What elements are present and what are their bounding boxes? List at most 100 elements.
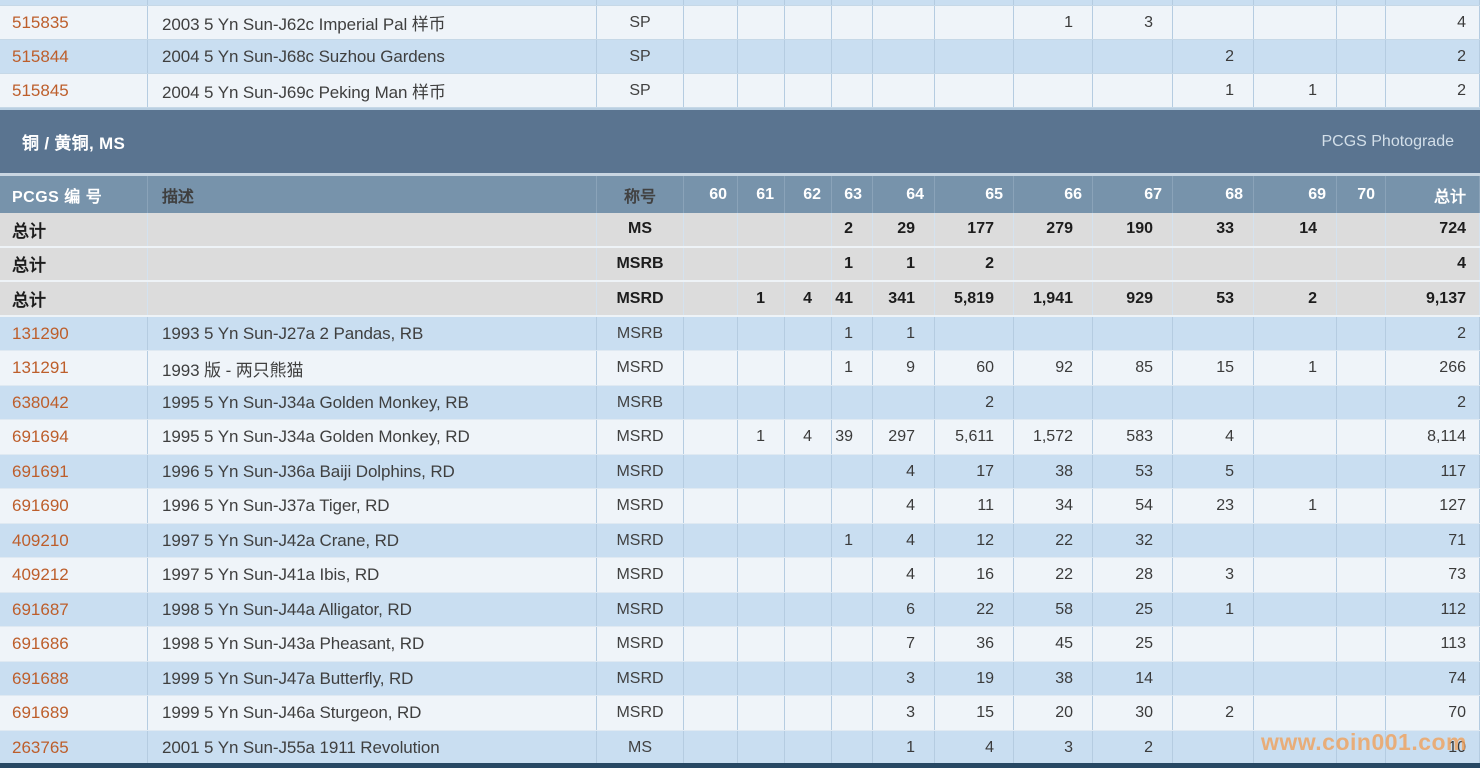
- pcgs-number-link[interactable]: 638042: [0, 385, 148, 420]
- pcgs-number-link[interactable]: 691687: [0, 592, 148, 627]
- col-header-grade-68: 68: [1173, 176, 1254, 213]
- designation-cell: SP: [597, 74, 684, 107]
- grade-60-count: [684, 40, 738, 73]
- grade-70-count: [1337, 247, 1386, 281]
- grade-61-count: [738, 6, 785, 39]
- grade-68-count: 2: [1173, 696, 1254, 730]
- photograde-link[interactable]: PCGS Photograde: [1321, 132, 1454, 150]
- grade-65-count: 15: [935, 696, 1014, 730]
- grade-65-count: 5,611: [935, 420, 1014, 454]
- description-cell: 1995 5 Yn Sun-J34a Golden Monkey, RB: [148, 385, 597, 420]
- designation-cell: MSRD: [597, 523, 684, 558]
- grade-64-count: [873, 6, 935, 39]
- grade-70-count: [1337, 6, 1386, 39]
- grade-60-count: [684, 385, 738, 420]
- pcgs-number-link[interactable]: 409212: [0, 558, 148, 592]
- grade-63-count: 1: [832, 247, 873, 281]
- grade-70-count: [1337, 661, 1386, 696]
- grade-65-count: 17: [935, 454, 1014, 489]
- pcgs-number-link[interactable]: 515835: [0, 6, 148, 39]
- grade-64-count: 4: [873, 558, 935, 592]
- designation-cell: MSRD: [597, 661, 684, 696]
- pcgs-number-link[interactable]: 691694: [0, 420, 148, 454]
- grade-69-count: 1: [1254, 351, 1337, 385]
- grade-68-count: [1173, 523, 1254, 558]
- grade-68-count: [1173, 661, 1254, 696]
- pcgs-number-link[interactable]: 131291: [0, 351, 148, 385]
- total-label: 总计: [0, 247, 148, 281]
- table-row: 691688 1999 5 Yn Sun-J47a Butterfly, RD MS…: [0, 661, 1480, 697]
- grade-60-count: [684, 74, 738, 107]
- grade-63-count: 1: [832, 351, 873, 385]
- table-row: 409210 1997 5 Yn Sun-J42a Crane, RD MSRD 1 4…: [0, 523, 1480, 559]
- grade-62-count: [785, 454, 832, 489]
- pcgs-number-link[interactable]: 263765: [0, 730, 148, 765]
- total-count: 2: [1386, 385, 1480, 420]
- grade-69-count: [1254, 316, 1337, 351]
- description-cell: 2004 5 Yn Sun-J68c Suzhou Gardens: [148, 40, 597, 73]
- grade-62-count: [785, 213, 832, 246]
- pcgs-number-link[interactable]: 515844: [0, 40, 148, 73]
- grade-63-count: [832, 661, 873, 696]
- designation-cell: MS: [597, 213, 684, 246]
- grade-67-count: 929: [1093, 282, 1173, 315]
- grade-65-count: 36: [935, 627, 1014, 661]
- pcgs-number-link[interactable]: 409210: [0, 523, 148, 558]
- empty-cell: [597, 0, 684, 5]
- pcgs-number-link[interactable]: 691689: [0, 696, 148, 730]
- grade-69-count: [1254, 454, 1337, 489]
- grade-69-count: [1254, 558, 1337, 592]
- grade-65-count: 2: [935, 385, 1014, 420]
- grade-60-count: [684, 213, 738, 246]
- section-title: 铜 / 黄铜, MS: [22, 134, 126, 153]
- grade-69-count: [1254, 420, 1337, 454]
- description-cell: [148, 213, 597, 246]
- grade-64-count: 297: [873, 420, 935, 454]
- description-cell: 1993 版 - 两只熊猫: [148, 351, 597, 385]
- pcgs-number-link[interactable]: 691686: [0, 627, 148, 661]
- grade-66-count: 1: [1014, 6, 1093, 39]
- grade-61-count: [738, 351, 785, 385]
- grade-68-count: [1173, 627, 1254, 661]
- empty-cell: [873, 0, 935, 5]
- grade-66-count: 3: [1014, 730, 1093, 765]
- grade-65-count: 19: [935, 661, 1014, 696]
- grade-65-count: [935, 74, 1014, 107]
- total-count: 8,114: [1386, 420, 1480, 454]
- pcgs-number-link[interactable]: 691691: [0, 454, 148, 489]
- grade-67-count: 2: [1093, 730, 1173, 765]
- table-row: 131291 1993 版 - 两只熊猫 MSRD 1 9 60 92 85 15 1 266: [0, 351, 1480, 386]
- total-count: 4: [1386, 247, 1480, 281]
- grade-61-count: [738, 213, 785, 246]
- total-count: 71: [1386, 523, 1480, 558]
- description-cell: 1999 5 Yn Sun-J47a Butterfly, RD: [148, 661, 597, 696]
- grade-68-count: [1173, 6, 1254, 39]
- table-header-row: PCGS 编 号 描述 称号 60 61 62 63 64 65 66 67 68 69 70 总计: [0, 176, 1480, 213]
- pcgs-number-link[interactable]: 691690: [0, 489, 148, 523]
- empty-cell: [0, 0, 148, 5]
- grade-65-count: 12: [935, 523, 1014, 558]
- designation-cell: MSRD: [597, 696, 684, 730]
- grade-70-count: [1337, 696, 1386, 730]
- summary-row: 总计 MS 2 29 177 279 190 33 14 724: [0, 213, 1480, 248]
- grade-68-count: 1: [1173, 74, 1254, 107]
- grade-60-count: [684, 454, 738, 489]
- grade-60-count: [684, 282, 738, 315]
- pcgs-number-link[interactable]: 691688: [0, 661, 148, 696]
- pcgs-number-link[interactable]: 131290: [0, 316, 148, 351]
- sp-table-partial: 515835 2003 5 Yn Sun-J62c Imperial Pal 样币…: [0, 0, 1480, 110]
- grade-63-count: [832, 592, 873, 627]
- total-count: 73: [1386, 558, 1480, 592]
- grade-70-count: [1337, 730, 1386, 765]
- grade-61-count: [738, 489, 785, 523]
- designation-cell: MSRB: [597, 385, 684, 420]
- grade-67-count: 25: [1093, 592, 1173, 627]
- grade-63-count: 1: [832, 523, 873, 558]
- pcgs-number-link[interactable]: 515845: [0, 74, 148, 107]
- grade-68-count: 4: [1173, 420, 1254, 454]
- empty-cell: [832, 0, 873, 5]
- grade-69-count: [1254, 6, 1337, 39]
- grade-60-count: [684, 489, 738, 523]
- grade-62-count: [785, 316, 832, 351]
